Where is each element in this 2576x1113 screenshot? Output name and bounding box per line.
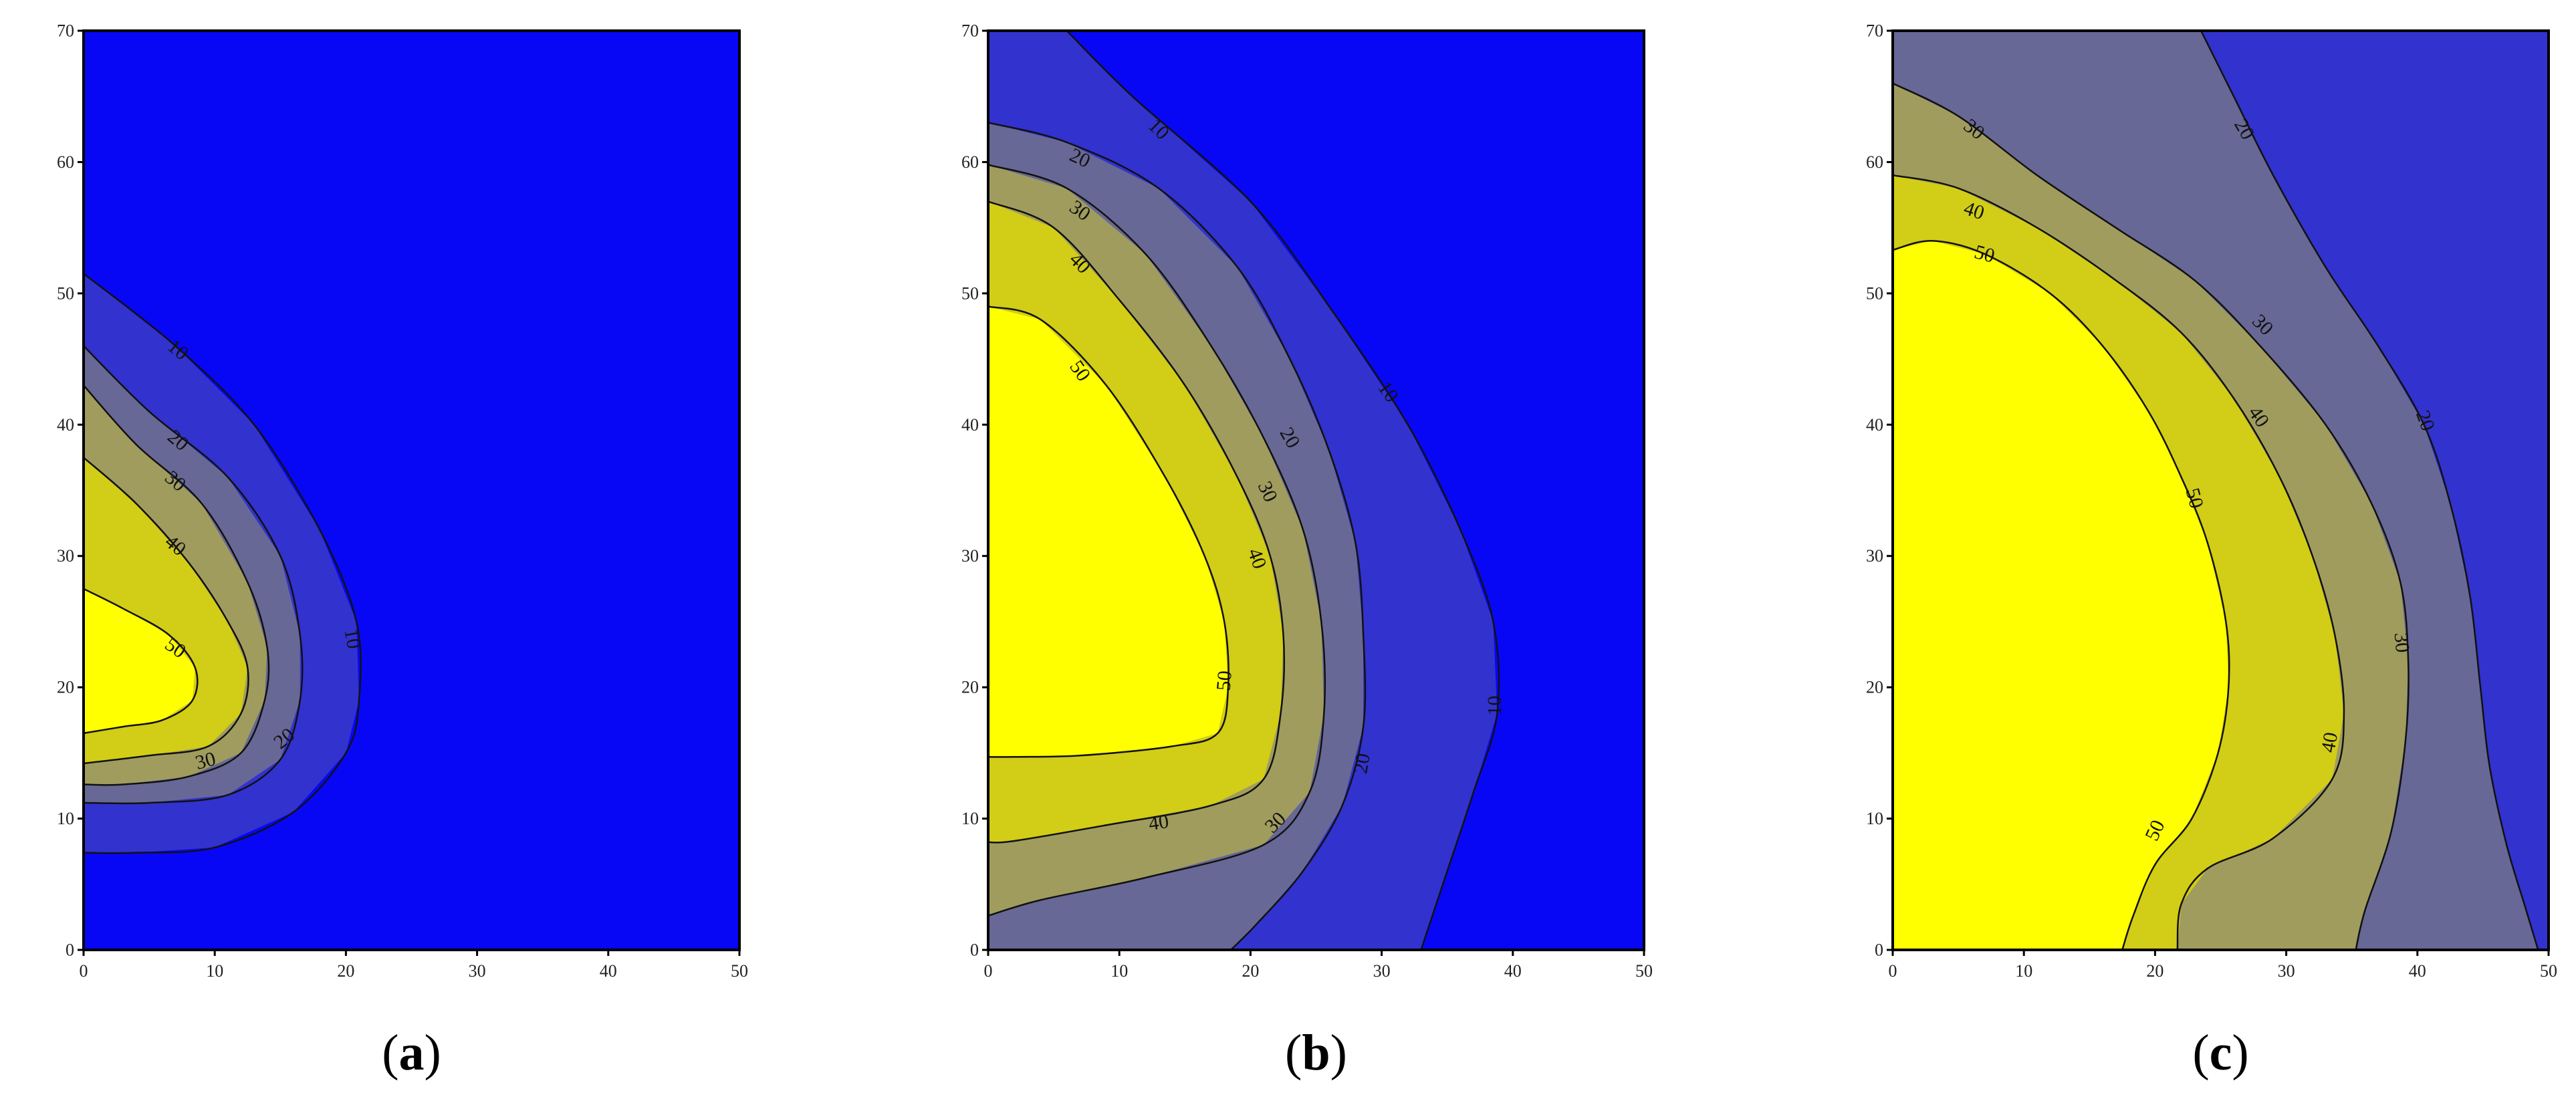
- x-tick-label: 0: [984, 961, 993, 981]
- y-tick-label: 50: [1866, 283, 1883, 303]
- x-tick-label: 30: [1373, 961, 1391, 981]
- x-tick-label: 40: [2409, 961, 2426, 981]
- region-above-50: [988, 306, 1228, 757]
- y-tick-label: 60: [1866, 152, 1883, 172]
- contour-line-10: [84, 273, 362, 854]
- y-tick-label: 20: [57, 678, 74, 697]
- y-tick-label: 10: [57, 809, 74, 828]
- y-tick-label: 50: [961, 283, 979, 303]
- region-above-50: [1893, 241, 2229, 950]
- contour-line-50: [1893, 240, 2230, 950]
- y-tick-label: 10: [1866, 809, 1883, 828]
- contour-line-20: [988, 122, 1367, 950]
- x-tick-label: 30: [2278, 961, 2295, 981]
- plot-frame: [82, 29, 741, 951]
- contour-label: 20: [1349, 751, 1375, 775]
- contour-label: 10: [340, 627, 365, 650]
- y-tick-label: 10: [961, 809, 979, 828]
- y-tick-label: 30: [57, 546, 74, 566]
- y-tick-label: 70: [961, 21, 979, 41]
- x-tick-label: 10: [2015, 961, 2032, 981]
- y-tick-label: 50: [57, 283, 74, 303]
- x-tick-label: 0: [80, 961, 88, 981]
- x-tick-label: 20: [2146, 961, 2163, 981]
- y-tick-label: 20: [961, 678, 979, 697]
- y-tick-label: 70: [1866, 21, 1883, 41]
- panel-label: (a): [382, 1025, 441, 1081]
- x-tick-label: 40: [600, 961, 617, 981]
- y-tick-label: 0: [1875, 941, 1883, 960]
- x-tick-label: 50: [1635, 961, 1653, 981]
- y-tick-label: 70: [57, 21, 74, 41]
- contour-line-20: [2200, 31, 2539, 950]
- panel-label: (c): [2192, 1025, 2248, 1081]
- contour-line-40: [84, 457, 249, 765]
- y-tick-label: 40: [1866, 415, 1883, 435]
- x-tick-label: 40: [1504, 961, 1522, 981]
- contour-line-20: [84, 345, 304, 805]
- region-above-50: [84, 588, 195, 733]
- y-tick-label: 0: [66, 941, 74, 960]
- contour-line-40: [988, 201, 1285, 844]
- y-tick-label: 40: [57, 415, 74, 435]
- panel-label: (b): [1285, 1025, 1347, 1081]
- plot-frame: [1891, 29, 2550, 951]
- contour-line-30: [1893, 82, 2410, 950]
- y-tick-label: 0: [970, 941, 979, 960]
- x-tick-label: 50: [731, 961, 748, 981]
- contour-label: 40: [2317, 731, 2342, 754]
- y-tick-label: 30: [1866, 546, 1883, 566]
- contour-line-10: [1066, 31, 1500, 950]
- contour-line-50: [84, 588, 199, 735]
- y-tick-label: 40: [961, 415, 979, 435]
- contour-line-30: [84, 384, 270, 786]
- contour-label: 50: [1212, 670, 1236, 692]
- contour-line-40: [1893, 174, 2345, 950]
- y-tick-label: 20: [1866, 678, 1883, 697]
- contour-line-30: [988, 164, 1326, 917]
- y-tick-label: 60: [57, 152, 74, 172]
- contour-line-50: [988, 305, 1230, 758]
- x-tick-label: 10: [1110, 961, 1128, 981]
- contour-label: 10: [1484, 696, 1506, 716]
- y-tick-label: 60: [961, 152, 979, 172]
- x-tick-label: 20: [1242, 961, 1259, 981]
- x-tick-label: 0: [1889, 961, 1897, 981]
- x-tick-label: 30: [469, 961, 486, 981]
- x-tick-label: 20: [337, 961, 354, 981]
- x-tick-label: 10: [206, 961, 223, 981]
- x-tick-label: 50: [2540, 961, 2557, 981]
- contour-label: 30: [2390, 632, 2414, 654]
- y-tick-label: 30: [961, 546, 979, 566]
- plot-frame: [987, 29, 1645, 951]
- contour-label: 40: [1147, 810, 1170, 835]
